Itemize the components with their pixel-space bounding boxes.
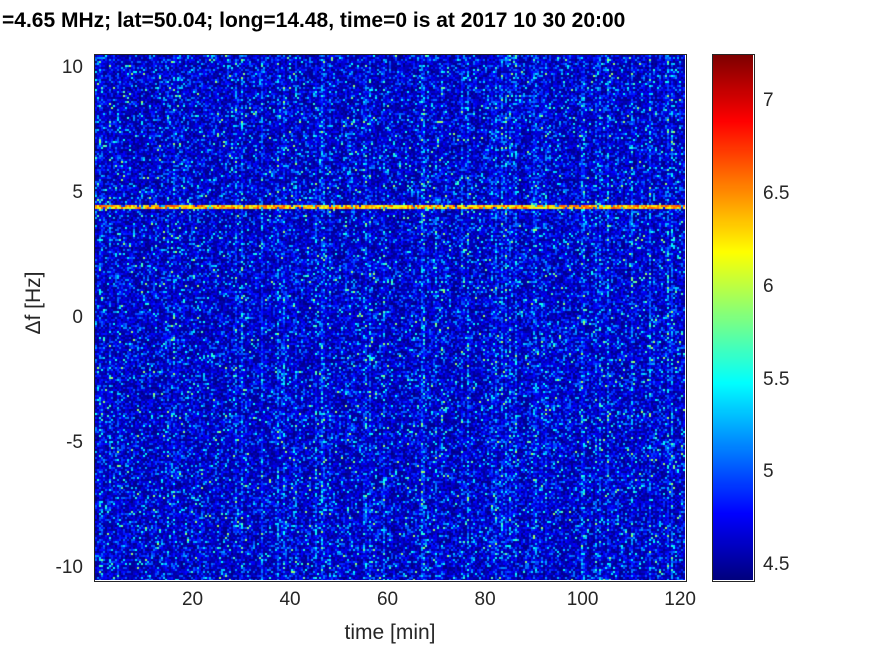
colorbar-tick-label: 5 xyxy=(763,461,774,483)
heatmap-canvas xyxy=(95,55,685,580)
colorbar-tick-label: 6 xyxy=(763,275,774,297)
colorbar-tick-label: 4.5 xyxy=(763,554,790,576)
y-tick-label: -5 xyxy=(66,431,83,453)
y-tick-label: -10 xyxy=(55,556,83,578)
y-axis-label: Δf [Hz] xyxy=(22,271,45,335)
x-tick-label: 80 xyxy=(474,589,496,610)
y-tick-label: 0 xyxy=(72,306,83,328)
colorbar-canvas xyxy=(713,55,753,580)
colorbar-tick-label: 6.5 xyxy=(763,183,790,205)
x-axis-label: time [min] xyxy=(344,621,436,644)
x-tick-label: 120 xyxy=(664,589,696,610)
x-tick-label: 20 xyxy=(181,589,204,610)
chart-title: =4.65 MHz; lat=50.04; long=14.48, time=0… xyxy=(2,9,626,32)
y-tick-label: 10 xyxy=(61,56,83,78)
colorbar-tick-label: 5.5 xyxy=(763,368,790,390)
colorbar-tick-label: 7 xyxy=(763,90,774,112)
y-tick-label: 5 xyxy=(72,181,83,203)
x-tick-label: 40 xyxy=(279,589,301,610)
x-tick-label: 100 xyxy=(566,589,599,610)
x-tick-label: 60 xyxy=(376,589,399,610)
